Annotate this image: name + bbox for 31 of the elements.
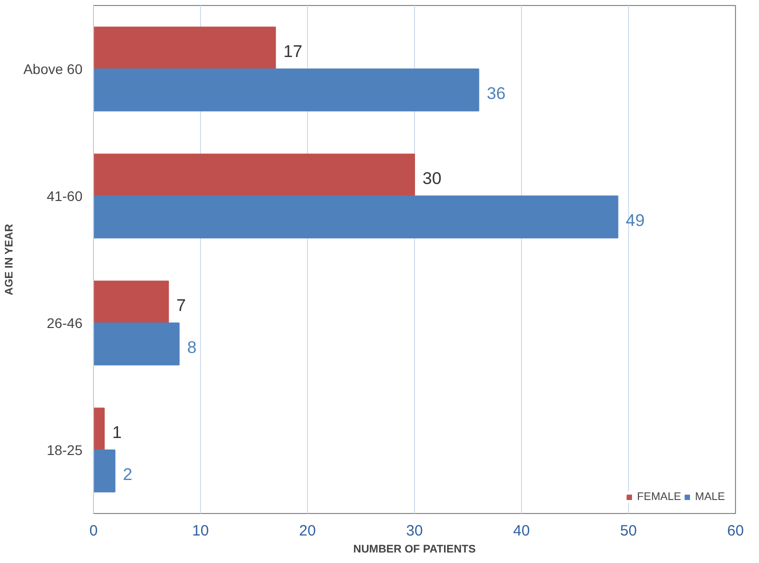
bar: [94, 196, 618, 238]
data-label: 36: [486, 84, 506, 103]
y-tick-label: 26-46: [46, 315, 83, 331]
x-axis-title: NUMBER OF PATIENTS: [353, 544, 476, 556]
x-tick-label: 20: [299, 522, 316, 540]
data-label: 1: [112, 423, 122, 442]
x-tick-label: 60: [727, 522, 744, 540]
data-label: 17: [283, 42, 302, 62]
bar: [94, 280, 169, 324]
y-tick-label: 41-60: [46, 188, 83, 204]
x-tick-label: 50: [620, 522, 637, 540]
data-label: 2: [122, 464, 132, 484]
x-tick-label: 0: [89, 522, 98, 540]
data-label: 30: [422, 169, 442, 188]
x-tick-label: 30: [406, 522, 423, 540]
y-axis-title: AGE IN YEAR: [3, 224, 16, 296]
bar: [94, 154, 415, 196]
bar: [94, 450, 116, 492]
bar: [94, 68, 480, 112]
bar: [94, 26, 276, 70]
bar: [94, 408, 105, 450]
data-label: 8: [187, 338, 197, 357]
legend-label: MALE: [695, 491, 725, 503]
x-tick-label: 10: [192, 522, 209, 540]
legend-label: FEMALE: [637, 491, 682, 503]
data-label: 7: [176, 296, 186, 316]
bar: [94, 322, 180, 366]
data-label: 49: [626, 210, 645, 230]
y-tick-label: 18-25: [46, 442, 83, 458]
y-tick-label: Above 60: [23, 61, 83, 77]
x-tick-label: 40: [513, 522, 530, 540]
